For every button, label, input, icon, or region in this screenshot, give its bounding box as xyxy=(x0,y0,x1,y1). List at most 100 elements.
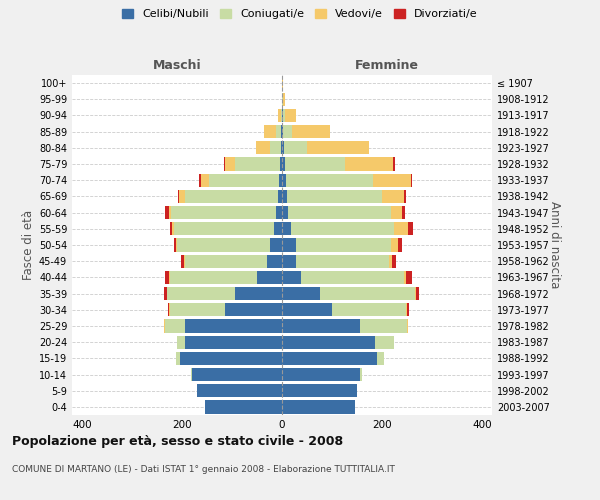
Bar xyxy=(170,206,275,220)
Bar xyxy=(282,206,288,220)
Bar xyxy=(277,109,281,122)
Bar xyxy=(167,287,235,300)
Bar xyxy=(320,287,415,300)
Bar xyxy=(404,270,406,284)
Bar xyxy=(274,222,282,235)
Bar xyxy=(185,320,282,332)
Bar xyxy=(401,206,405,220)
Bar xyxy=(296,238,391,252)
Bar xyxy=(406,303,407,316)
Bar xyxy=(199,174,200,187)
Bar xyxy=(224,303,282,316)
Bar xyxy=(278,174,282,187)
Bar xyxy=(282,125,283,138)
Bar xyxy=(257,270,282,284)
Bar xyxy=(165,270,169,284)
Bar xyxy=(282,287,320,300)
Bar xyxy=(169,206,170,220)
Bar xyxy=(394,222,407,235)
Bar xyxy=(392,254,395,268)
Bar xyxy=(284,109,296,122)
Bar xyxy=(185,336,282,349)
Bar xyxy=(283,92,284,106)
Bar xyxy=(280,158,282,170)
Bar xyxy=(389,254,392,268)
Bar xyxy=(296,254,389,268)
Bar xyxy=(169,270,170,284)
Bar xyxy=(282,254,296,268)
Bar xyxy=(283,125,292,138)
Bar xyxy=(282,384,357,398)
Bar xyxy=(281,141,282,154)
Bar xyxy=(184,254,185,268)
Bar xyxy=(163,287,167,300)
Bar xyxy=(291,222,394,235)
Bar xyxy=(170,303,224,316)
Bar xyxy=(235,287,282,300)
Text: COMUNE DI MARTANO (LE) - Dati ISTAT 1° gennaio 2008 - Elaborazione TUTTITALIA.IT: COMUNE DI MARTANO (LE) - Dati ISTAT 1° g… xyxy=(12,465,395,474)
Text: Femmine: Femmine xyxy=(355,60,419,72)
Bar xyxy=(292,125,329,138)
Bar xyxy=(191,368,192,381)
Text: Popolazione per età, sesso e stato civile - 2008: Popolazione per età, sesso e stato civil… xyxy=(12,435,343,448)
Y-axis label: Anni di nascita: Anni di nascita xyxy=(548,202,561,288)
Bar xyxy=(205,400,282,413)
Bar xyxy=(179,190,185,203)
Bar xyxy=(301,270,404,284)
Bar xyxy=(277,190,282,203)
Bar xyxy=(282,270,301,284)
Bar xyxy=(283,109,284,122)
Bar xyxy=(176,238,177,252)
Bar xyxy=(282,238,296,252)
Bar xyxy=(275,206,282,220)
Bar xyxy=(416,287,419,300)
Bar xyxy=(282,336,374,349)
Bar xyxy=(415,287,416,300)
Bar xyxy=(209,174,278,187)
Bar xyxy=(185,254,267,268)
Bar xyxy=(235,158,280,170)
Bar xyxy=(282,320,359,332)
Bar xyxy=(173,222,274,235)
Bar xyxy=(307,141,369,154)
Bar xyxy=(285,158,345,170)
Bar xyxy=(284,141,307,154)
Bar xyxy=(332,303,406,316)
Bar xyxy=(179,352,282,365)
Bar xyxy=(185,190,277,203)
Bar xyxy=(282,400,355,413)
Bar xyxy=(391,206,401,220)
Bar xyxy=(173,238,176,252)
Bar xyxy=(282,303,332,316)
Y-axis label: Fasce di età: Fasce di età xyxy=(22,210,35,280)
Bar xyxy=(406,270,412,284)
Text: Maschi: Maschi xyxy=(152,60,202,72)
Bar xyxy=(359,368,362,381)
Bar xyxy=(170,270,257,284)
Bar xyxy=(281,125,282,138)
Bar xyxy=(374,336,394,349)
Bar xyxy=(170,222,172,235)
Bar xyxy=(287,190,382,203)
Bar xyxy=(263,125,276,138)
Bar xyxy=(407,222,413,235)
Bar xyxy=(164,320,185,332)
Bar xyxy=(282,368,359,381)
Bar xyxy=(176,352,179,365)
Bar xyxy=(192,368,282,381)
Bar xyxy=(177,336,185,349)
Bar xyxy=(391,238,398,252)
Bar xyxy=(200,174,209,187)
Bar xyxy=(269,238,282,252)
Bar xyxy=(282,76,283,90)
Bar xyxy=(282,190,287,203)
Bar xyxy=(165,206,169,220)
Bar xyxy=(224,158,235,170)
Bar xyxy=(345,158,392,170)
Legend: Celibi/Nubili, Coniugati/e, Vedovi/e, Divorziati/e: Celibi/Nubili, Coniugati/e, Vedovi/e, Di… xyxy=(119,6,481,22)
Bar xyxy=(282,352,377,365)
Bar xyxy=(288,206,391,220)
Bar xyxy=(359,320,407,332)
Bar xyxy=(256,141,270,154)
Bar xyxy=(181,254,184,268)
